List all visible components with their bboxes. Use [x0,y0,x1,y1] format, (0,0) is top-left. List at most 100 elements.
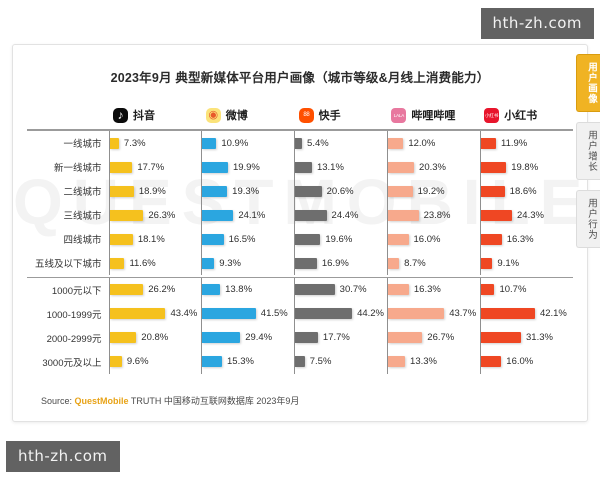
bar [387,308,445,319]
bar-cell-xiaohongshu: 42.1% [479,301,573,326]
bar [202,161,228,173]
platform-header-bilibili: 哔哩哔哩 [387,102,480,128]
bar-value-label: 13.8% [225,284,253,295]
divider-line [27,128,573,131]
bar-cell-kuaishou: 7.5% [294,349,388,374]
bar-value-label: 19.3% [232,185,260,197]
table-row: 新一线城市 17.7% 19.9% 13.1% 20.3% 19.8% [27,155,573,179]
bar-value-label: 24.4% [331,209,359,221]
bar-value-label: 17.7% [137,161,165,173]
bar-cell-douyin: 18.1% [108,227,202,251]
bar [295,308,353,319]
bar-value-label: 9.3% [219,257,241,269]
bar-value-label: 9.1% [497,257,520,269]
bar-cell-weibo: 10.9% [201,130,295,155]
platform-name-label: 微博 [225,110,248,122]
bar [387,161,415,173]
watermark-top-right: hth-zh.com [480,8,594,39]
bar-value-label: 30.7% [339,284,367,295]
bar-value-label: 19.9% [232,161,260,173]
bar-value-label: 44.2% [357,308,384,319]
table-row: 1000元以下 26.2% 13.8% 30.7% 16.3% 10.7% [27,277,573,302]
bar [295,356,305,367]
bar [480,209,512,221]
bar-value-label: 9.6% [126,356,149,367]
bar [109,332,137,343]
platform-name-label: 小红书 [504,110,538,122]
row-category-label: 2000-2999元 [46,333,102,345]
bar [295,185,322,197]
bar [480,356,502,367]
header-divider-row [27,128,573,131]
bar-value-label: 41.5% [260,308,288,319]
kuaishou-logo-icon [298,107,314,123]
bar-cell-douyin: 17.7% [108,155,202,179]
bar [295,233,321,245]
bar [109,209,144,221]
bar-cell-bilibili: 43.7% [386,301,481,326]
source-prefix: Source: [41,396,73,406]
bar-value-label: 19.2% [417,185,445,197]
table-row: 2000-2999元 20.8% 29.4% 17.7% 26.7% 31.3% [27,325,573,350]
bilibili-logo-icon [391,107,407,123]
bar [109,137,119,149]
bar-value-label: 15.3% [227,356,254,367]
bar [202,209,234,221]
bar [109,233,133,245]
bar-value-label: 12.0% [408,137,436,149]
watermark-bottom-left: hth-zh.com [6,441,120,472]
bar-cell-weibo: 24.1% [201,203,295,227]
bar-cell-kuaishou: 30.7% [294,277,388,302]
table-row: 二线城市 18.9% 19.3% 20.6% 19.2% 18.6% [27,179,573,203]
bar-cell-bilibili: 16.3% [386,277,481,302]
page-title: 2023年9月 典型新媒体平台用户画像（城市等级&月线上消费能力） [110,71,490,85]
bar-value-label: 31.3% [526,332,553,343]
bar-value-label: 18.9% [138,185,166,197]
bar [109,308,166,319]
divider-line [27,275,573,278]
bar [109,356,122,367]
bar-value-label: 10.7% [499,284,527,295]
bar-cell-xiaohongshu: 19.8% [479,155,573,179]
bar-cell-bilibili: 16.0% [386,227,481,251]
bar-cell-bilibili: 8.7% [386,251,481,275]
table-row: 四线城市 18.1% 16.5% 19.6% 16.0% 16.3% [27,227,573,251]
bar-value-label: 18.6% [509,185,537,197]
side-tab-0[interactable]: 用户画像 [576,54,600,112]
row-category-label: 1000元以下 [51,285,102,297]
side-tab-2[interactable]: 用户行为 [576,190,600,248]
table-row: 五线及以下城市 11.6% 9.3% 16.9% 8.7% 9.1% [27,251,573,275]
bar [202,137,217,149]
bar-cell-douyin: 26.3% [108,203,202,227]
bar-value-label: 16.5% [228,233,256,245]
bar-cell-kuaishou: 19.6% [294,227,388,251]
bar [480,308,535,319]
platform-name-label: 快手 [318,110,341,122]
source-brand: QuestMobile [74,396,129,406]
bar [387,257,400,269]
platform-header-douyin: 抖音 [109,102,202,128]
bar [202,308,256,319]
row-category-label: 四线城市 [63,235,102,246]
row-category-label: 二线城市 [63,187,102,198]
row-category-label: 新一线城市 [53,163,102,174]
bar-cell-xiaohongshu: 9.1% [479,251,573,275]
bar-cell-douyin: 9.6% [108,349,202,374]
bar-value-label: 10.9% [221,137,249,149]
bar [109,185,134,197]
bar-value-label: 24.3% [517,209,544,221]
source-note: Source: QuestMobile TRUTH 中国移动互联网数据库 202… [41,394,299,407]
bar [202,233,224,245]
bar-cell-kuaishou: 16.9% [294,251,388,275]
bar-value-label: 19.8% [511,161,539,173]
row-category-label: 三线城市 [63,211,102,222]
bar-cell-douyin: 18.9% [108,179,202,203]
bar-value-label: 11.6% [129,257,156,269]
side-tab-1[interactable]: 用户增长 [576,122,600,180]
bar-cell-kuaishou: 44.2% [294,301,388,326]
table-row: 三线城市 26.3% 24.1% 24.4% 23.8% 24.3% [27,203,573,227]
bar [387,209,419,221]
bar-cell-xiaohongshu: 11.9% [479,130,573,155]
